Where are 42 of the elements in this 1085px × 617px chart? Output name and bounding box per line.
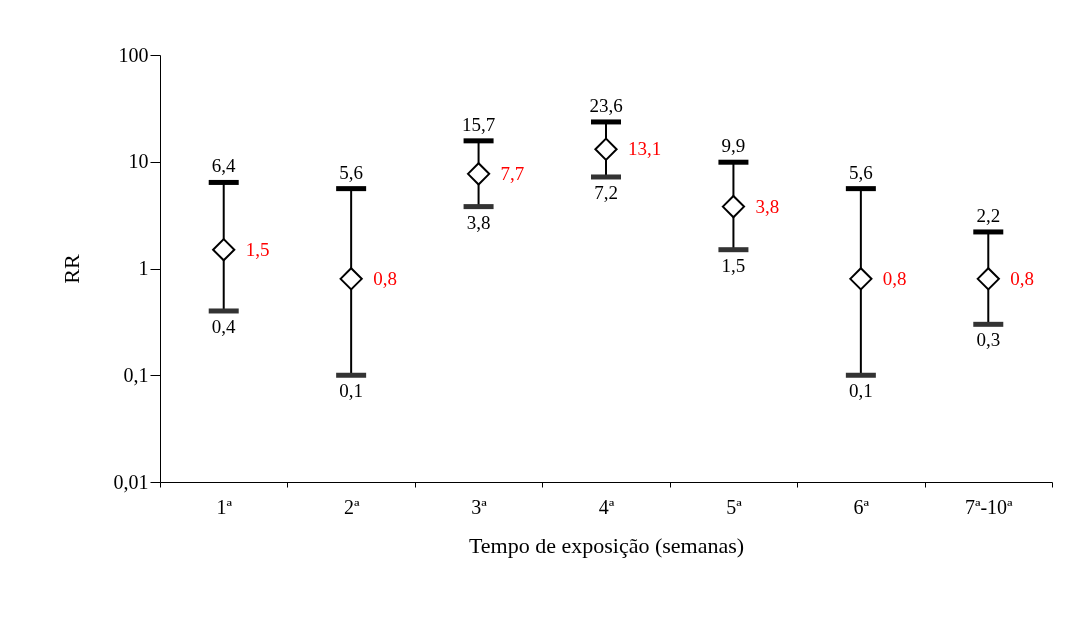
point [339,267,363,291]
annotation: 0,3 [976,329,1001,351]
x-tick-label: 7ª-10ª [964,495,1014,518]
data-label: 3,8 [755,195,780,217]
annotation: 0,1 [848,380,873,402]
annotation: 5,6 [848,161,873,183]
annotation: 15,7 [461,113,496,135]
data-label: 13,1 [628,138,662,160]
point [849,267,873,291]
x-tick-label: 5ª [726,495,743,518]
y-tick-label: 0,1 [123,363,149,386]
x-tick-label: 3ª [471,495,488,518]
annotation: 5,6 [339,161,364,183]
point [212,238,236,262]
data-label: 0,8 [882,267,907,289]
annotation: 0,1 [339,380,364,402]
annotation: 9,9 [721,135,746,157]
annotation: 3,8 [466,211,491,233]
annotation: 1,5 [721,254,746,276]
point [594,137,618,161]
data-label: 7,7 [500,162,525,184]
annotation: 2,2 [976,204,1001,226]
x-tick-label: 2ª [343,495,360,518]
y-tick-label: 1 [138,257,149,279]
data-label: 0,8 [373,267,397,289]
annotation: 0,4 [211,315,237,337]
y-tick-label: 0,01 [113,470,149,493]
data-label: 1,5 [245,238,270,260]
x-tick-label: 4ª [598,495,615,518]
point [976,267,1000,291]
x-tick-label: 1ª [216,495,233,518]
point [466,162,491,186]
x-axis-title: Tempo de exposição (semanas) [468,532,745,558]
annotation: 6,4 [211,155,237,177]
x-tick-label: 6ª [853,495,870,518]
y-tick-label: 100 [118,43,149,66]
annotation: 23,6 [589,94,623,116]
y-axis-title: RR [58,254,84,284]
y-tick-label: 10 [128,150,149,173]
point [721,195,746,219]
annotation: 7,2 [594,181,618,203]
data-label: 0,8 [1010,267,1035,289]
